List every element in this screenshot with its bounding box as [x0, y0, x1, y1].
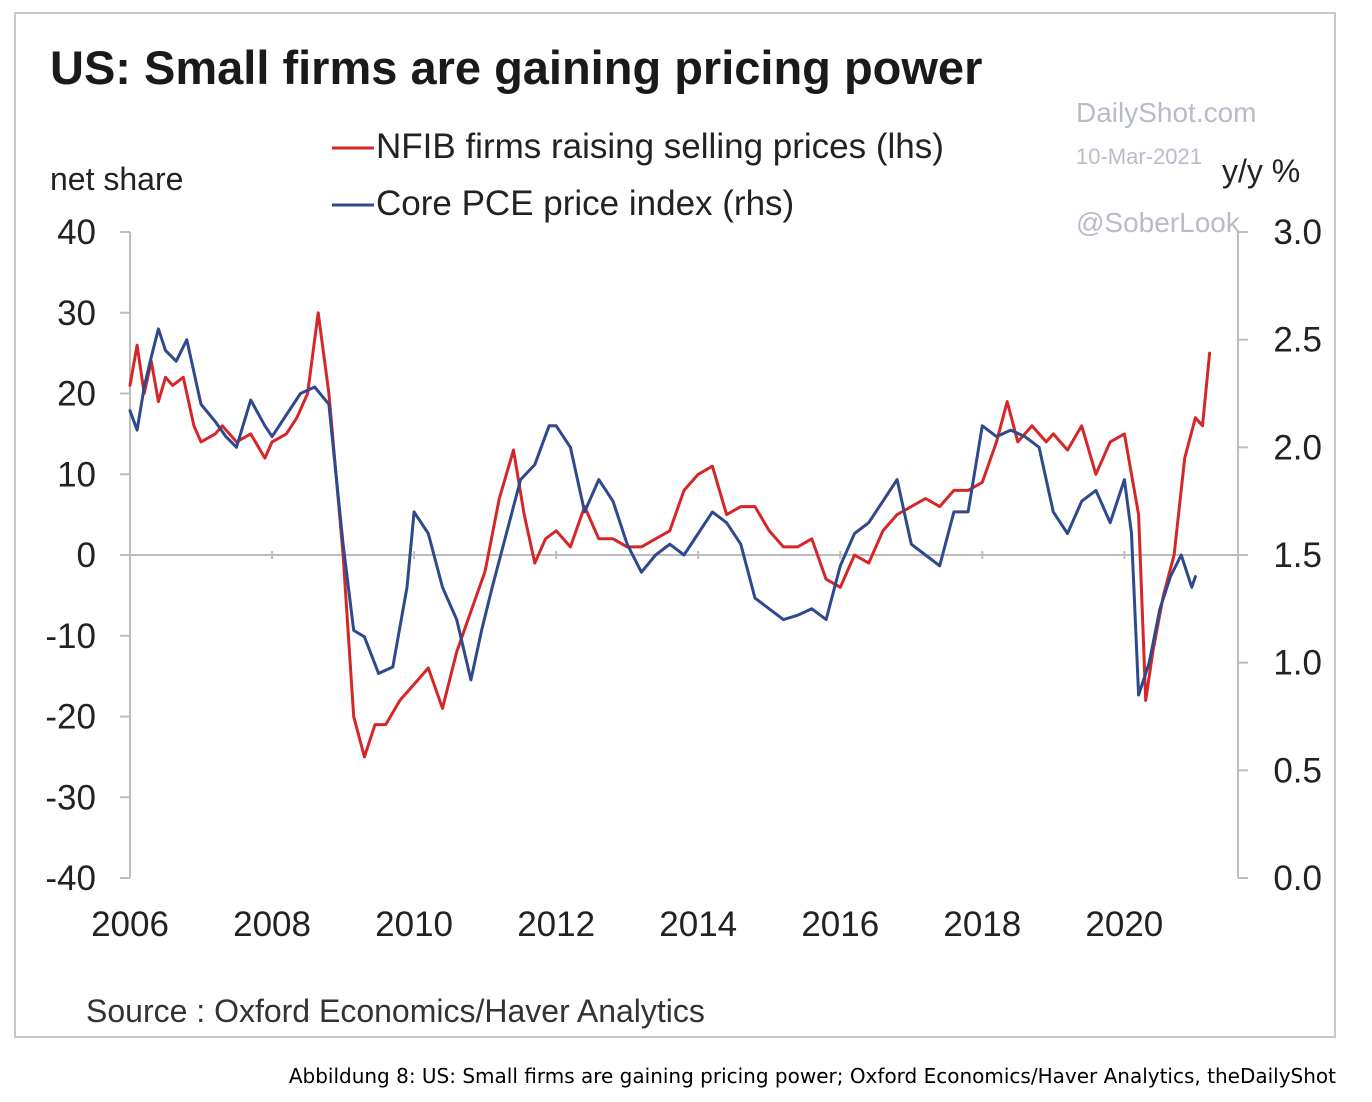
- x-tick-label: 2020: [1085, 905, 1163, 944]
- source-note: Source : Oxford Economics/Haver Analytic…: [86, 993, 705, 1029]
- y-tick-left-label: -20: [45, 698, 96, 737]
- y-tick-right-label: 1.5: [1273, 536, 1322, 575]
- x-tick-label: 2018: [943, 905, 1021, 944]
- x-tick-label: 2010: [375, 905, 453, 944]
- figure-caption: Abbildung 8: US: Small firms are gaining…: [288, 1064, 1336, 1088]
- x-tick-label: 2006: [91, 905, 169, 944]
- x-tick-label: 2016: [801, 905, 879, 944]
- y-tick-left-label: -10: [45, 617, 96, 656]
- watermark-date: 10-Mar-2021: [1076, 144, 1202, 169]
- chart-frame: [14, 12, 1336, 1038]
- series-lines: [128, 311, 1212, 759]
- legend-label-nfib: NFIB firms raising selling prices (lhs): [376, 127, 944, 166]
- watermark-site: DailyShot.com: [1076, 97, 1257, 128]
- x-tick-label: 2014: [659, 905, 737, 944]
- y-tick-right-label: 3.0: [1273, 213, 1322, 252]
- y-tick-right-label: 2.5: [1273, 321, 1322, 360]
- axes: 403020100-10-20-30-403.02.52.01.51.00.50…: [45, 213, 1322, 944]
- y-tick-right-label: 2.0: [1273, 428, 1322, 467]
- y-tick-right-label: 0.5: [1273, 751, 1322, 790]
- y-tick-left-label: 40: [57, 213, 96, 252]
- watermark-handle: @SoberLook: [1076, 207, 1241, 238]
- y-tick-left-label: -30: [45, 778, 96, 817]
- legend-label-pce: Core PCE price index (rhs): [376, 184, 794, 223]
- nfib-series-line: [128, 311, 1212, 759]
- y-tick-left-label: 10: [57, 455, 96, 494]
- y-tick-right-label: 1.0: [1273, 644, 1322, 683]
- y-tick-left-label: 30: [57, 294, 96, 333]
- y-axis-right-label: y/y %: [1222, 153, 1300, 189]
- legend: NFIB firms raising selling prices (lhs) …: [332, 127, 944, 223]
- y-tick-left-label: 0: [77, 536, 96, 575]
- y-tick-right-label: 0.0: [1273, 859, 1322, 898]
- chart-title: US: Small firms are gaining pricing powe…: [50, 41, 982, 94]
- y-tick-left-label: 20: [57, 375, 96, 414]
- x-tick-label: 2008: [233, 905, 311, 944]
- x-tick-label: 2012: [517, 905, 595, 944]
- y-tick-left-label: -40: [45, 859, 96, 898]
- y-axis-left-label: net share: [50, 161, 183, 197]
- pce-series-line: [128, 327, 1197, 697]
